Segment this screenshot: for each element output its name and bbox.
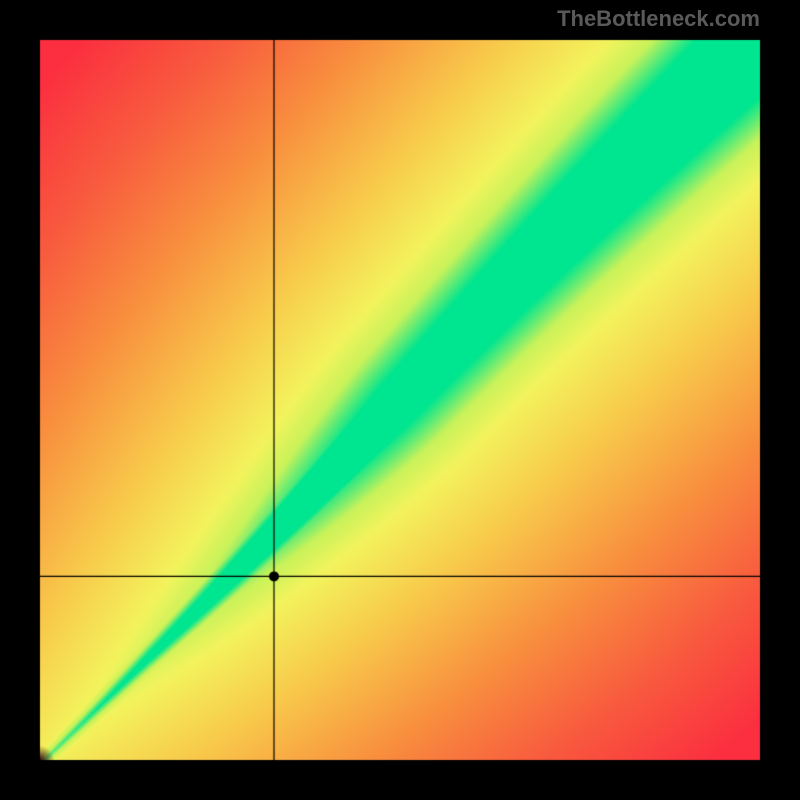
chart-container: TheBottleneck.com [0, 0, 800, 800]
bottleneck-heatmap [0, 0, 800, 800]
